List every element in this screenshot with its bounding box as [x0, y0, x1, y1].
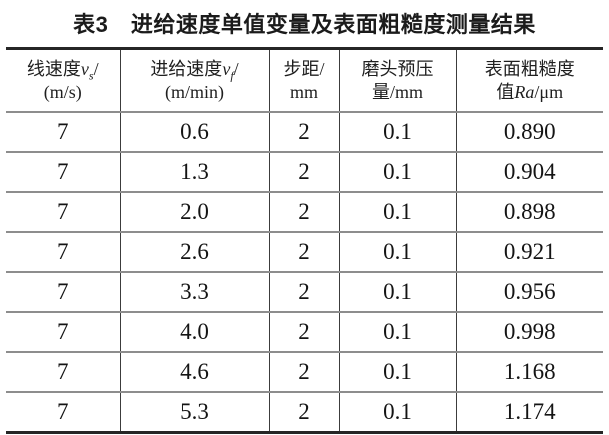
table-cell: 0.1 [338, 272, 456, 313]
header-step-distance: 步距/ mm [268, 48, 339, 113]
table-cell: 0.6 [119, 112, 269, 153]
table-cell: 7 [6, 352, 120, 393]
table-cell: 2.6 [119, 232, 269, 273]
table-cell: 0.890 [455, 112, 603, 153]
table-cell: 0.956 [455, 272, 603, 313]
header-row: 线速度vs/ (m/s) 进给速度vf/ (m/min) 步距/ mm 磨头预压… [6, 48, 603, 113]
table-body: 7 0.6 2 0.1 0.890 7 1.3 2 0.1 0.904 7 2.… [6, 112, 603, 433]
table-cell: 2 [268, 112, 339, 153]
table-header: 线速度vs/ (m/s) 进给速度vf/ (m/min) 步距/ mm 磨头预压… [6, 48, 603, 113]
table-cell: 0.1 [338, 392, 456, 433]
table-cell: 0.904 [455, 152, 603, 193]
table-cell: 0.898 [455, 192, 603, 233]
table-row: 7 5.3 2 0.1 1.174 [6, 392, 603, 433]
table-cell: 5.3 [119, 392, 269, 433]
table-row: 7 4.6 2 0.1 1.168 [6, 352, 603, 393]
table-cell: 2 [268, 152, 339, 193]
header-line-speed-name: 线速度vs/ [26, 58, 99, 83]
table-cell: 0.1 [338, 192, 456, 233]
header-feed-speed-unit: (m/min) [165, 81, 224, 102]
table-cell: 1.174 [455, 392, 603, 433]
table-cell: 0.1 [338, 352, 456, 393]
table-cell: 2.0 [119, 192, 269, 233]
table-cell: 7 [6, 272, 120, 313]
table-cell: 0.1 [338, 312, 456, 353]
table-cell: 0.998 [455, 312, 603, 353]
header-roughness: 表面粗糙度 值Ra/μm [455, 48, 603, 113]
table-cell: 2 [268, 352, 339, 393]
table-cell: 2 [268, 272, 339, 313]
table-cell: 4.6 [119, 352, 269, 393]
table-cell: 7 [6, 232, 120, 273]
table-row: 7 2.6 2 0.1 0.921 [6, 232, 603, 273]
table-cell: 4.0 [119, 312, 269, 353]
table-row: 7 0.6 2 0.1 0.890 [6, 112, 603, 153]
table-cell: 7 [6, 192, 120, 233]
table-cell: 7 [57, 399, 69, 424]
table-cell: 2 [268, 232, 339, 273]
table-row: 7 4.0 2 0.1 0.998 [6, 312, 603, 353]
header-roughness-unit: 值Ra/μm [496, 81, 564, 102]
header-line-speed: 线速度vs/ (m/s) [6, 48, 120, 113]
table-title: 表3 进给速度单值变量及表面粗糙度测量结果 [73, 12, 536, 37]
table-cell: 2 [268, 192, 339, 233]
table-cell: 1.3 [119, 152, 269, 193]
table-cell: 0.1 [338, 112, 456, 153]
table-cell: 1.168 [455, 352, 603, 393]
table-cell: 7 [6, 112, 120, 153]
header-feed-speed: 进给速度vf/ (m/min) [119, 48, 269, 113]
table-cell: 2 [268, 312, 339, 353]
table-cell: 7 [6, 312, 120, 353]
table-cell: 2 [268, 392, 339, 433]
header-line-speed-unit: (m/s) [43, 81, 82, 102]
header-feed-speed-name: 进给速度vf/ [150, 58, 239, 83]
table-row: 7 3.3 2 0.1 0.956 [6, 272, 603, 313]
table-row: 7 1.3 2 0.1 0.904 [6, 152, 603, 193]
table-row: 7 2.0 2 0.1 0.898 [6, 192, 603, 233]
header-preload: 磨头预压 量/mm [338, 48, 456, 113]
table-cell: 0.921 [455, 232, 603, 273]
results-table: 线速度vs/ (m/s) 进给速度vf/ (m/min) 步距/ mm 磨头预压… [6, 47, 603, 434]
table-cell: 7 [6, 152, 120, 193]
table-cell: 0.1 [338, 152, 456, 193]
table-cell: 0.1 [338, 232, 456, 273]
table-cell: 3.3 [119, 272, 269, 313]
